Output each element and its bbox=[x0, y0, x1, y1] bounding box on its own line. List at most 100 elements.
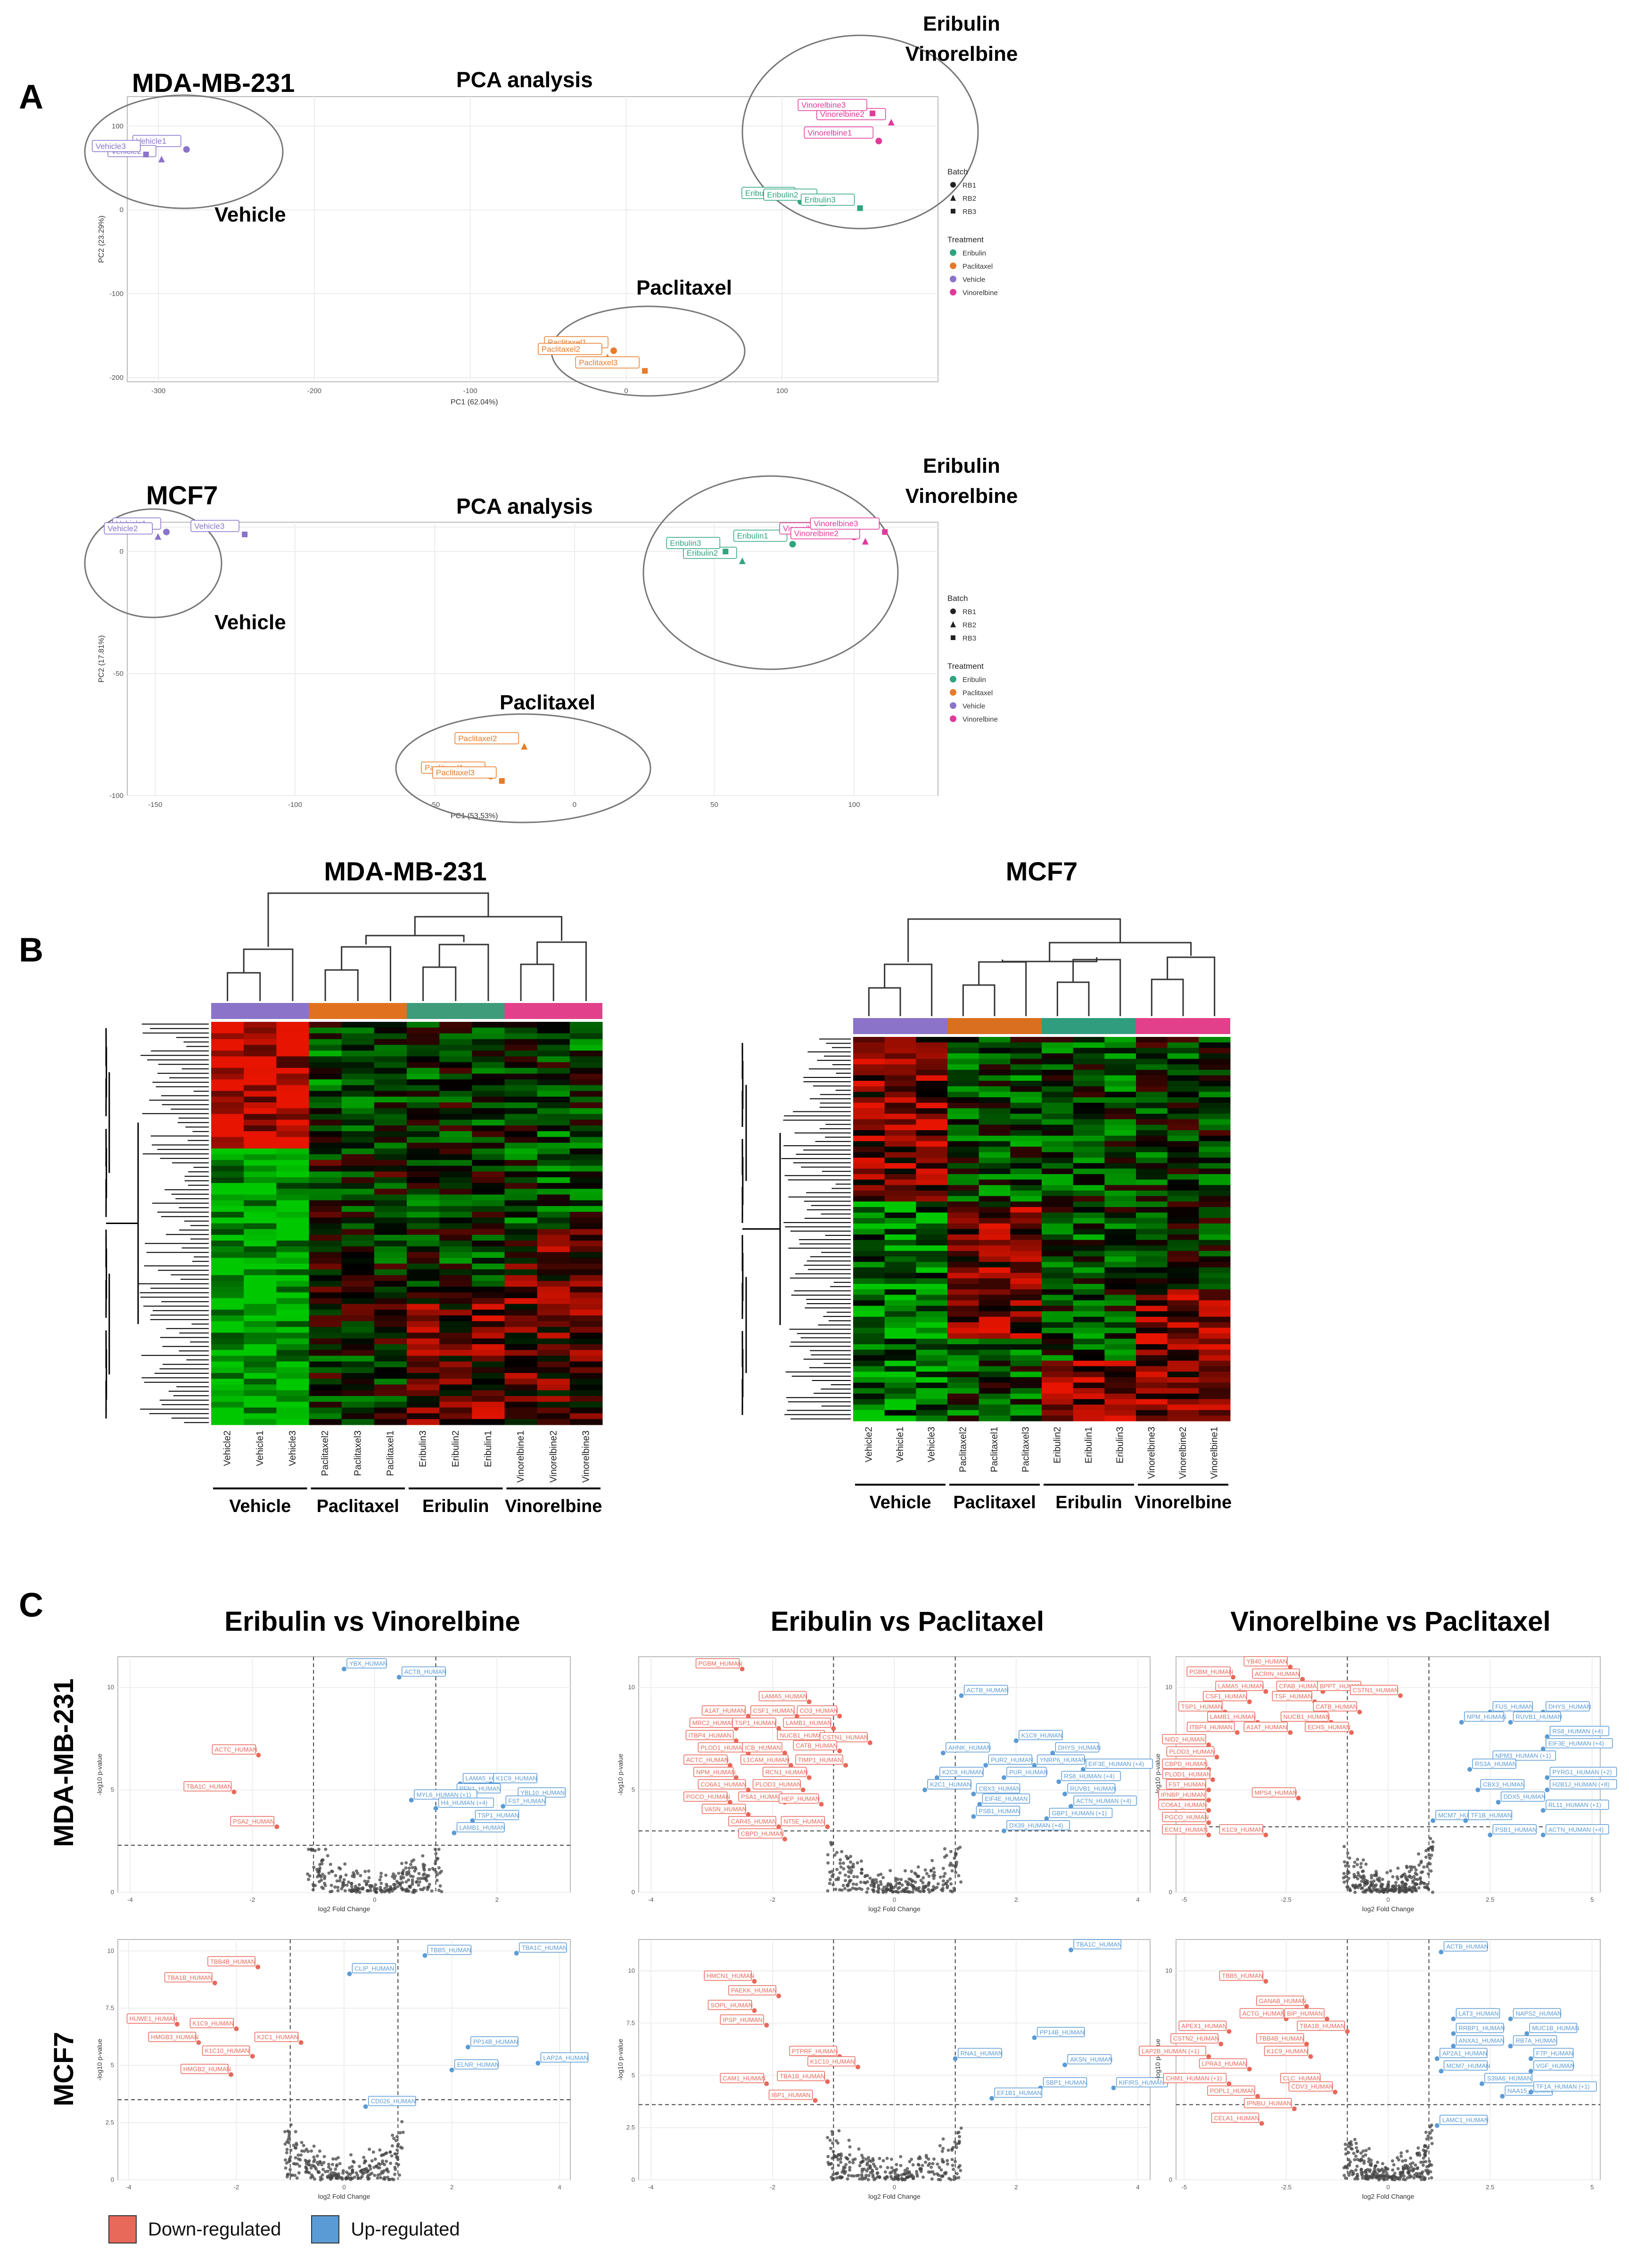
volcano-y-tick-label: 0 bbox=[1169, 1889, 1172, 1896]
heatmap-cell bbox=[439, 1051, 472, 1057]
volcano-significant-point bbox=[1524, 2031, 1530, 2036]
heatmap-cell bbox=[374, 1131, 407, 1137]
heatmap-cell bbox=[1104, 1295, 1136, 1301]
volcano-point bbox=[847, 1875, 851, 1879]
heatmap-cell bbox=[1042, 1289, 1074, 1295]
pca-x-tick-label: -300 bbox=[151, 387, 165, 395]
heatmap-cell bbox=[276, 1217, 309, 1224]
volcano-point bbox=[831, 1883, 835, 1887]
volcano-point bbox=[872, 1884, 876, 1888]
volcano-point bbox=[286, 2129, 290, 2133]
volcano-point bbox=[302, 2144, 305, 2147]
heatmap-cell bbox=[211, 1407, 244, 1414]
pca-legend-label: Vinorelbine bbox=[963, 289, 998, 297]
volcano-label-box bbox=[685, 1730, 734, 1741]
heatmap-cell bbox=[276, 1269, 309, 1275]
heatmap-cell bbox=[472, 1085, 505, 1092]
volcano-point-label: CO6A1_HUMAN bbox=[700, 1781, 747, 1788]
heatmap-cell bbox=[472, 1304, 505, 1310]
heatmap-cell bbox=[276, 1373, 309, 1379]
volcano-point-label: CSTN1_HUMAN bbox=[1353, 1687, 1399, 1694]
heatmap-cell bbox=[1136, 1185, 1168, 1191]
volcano-point bbox=[440, 1890, 444, 1893]
heatmap-cell bbox=[472, 1350, 505, 1356]
volcano-point bbox=[1361, 2176, 1365, 2180]
heatmap-cell bbox=[244, 1332, 277, 1339]
heatmap-cell bbox=[472, 1166, 505, 1172]
heatmap-cell bbox=[853, 1048, 885, 1054]
volcano-point bbox=[283, 2142, 287, 2146]
volcano-point bbox=[1404, 2159, 1407, 2162]
heatmap-cell bbox=[439, 1367, 472, 1373]
volcano-point-label: ACTC_HUMAN bbox=[686, 1756, 729, 1763]
heatmap-cell bbox=[916, 1382, 948, 1389]
volcano-point bbox=[421, 1876, 425, 1880]
heatmap-cell bbox=[1042, 1388, 1074, 1394]
volcano-point bbox=[287, 2137, 290, 2141]
heatmap-cell bbox=[407, 1068, 440, 1074]
heatmap-cell bbox=[1167, 1218, 1199, 1224]
heatmap-cell bbox=[276, 1246, 309, 1253]
heatmap-cell bbox=[884, 1119, 916, 1125]
volcano-significant-point bbox=[727, 1800, 732, 1805]
heatmap-cell bbox=[211, 1033, 244, 1040]
heatmap-cell bbox=[1136, 1333, 1168, 1339]
heatmap-cell bbox=[1104, 1316, 1136, 1323]
heatmap-cell bbox=[884, 1108, 916, 1114]
volcano-point bbox=[954, 1871, 958, 1874]
volcano-point bbox=[321, 2173, 324, 2177]
heatmap-cell bbox=[1199, 1119, 1231, 1125]
heatmap-cell bbox=[979, 1267, 1011, 1274]
heatmap-cell bbox=[276, 1206, 309, 1212]
heatmap-cell bbox=[884, 1114, 916, 1120]
volcano-point bbox=[903, 2169, 907, 2172]
volcano-point bbox=[1353, 2137, 1357, 2141]
heatmap-cell bbox=[407, 1085, 440, 1092]
heatmap-cell bbox=[1167, 1410, 1199, 1416]
heatmap-cell bbox=[1167, 1316, 1199, 1323]
volcano-significant-point bbox=[229, 2072, 233, 2077]
pca-point-label-box bbox=[733, 529, 788, 542]
heatmap-cell bbox=[244, 1056, 277, 1062]
heatmap-cell bbox=[916, 1349, 948, 1356]
heatmap-cell bbox=[439, 1384, 472, 1391]
heatmap-cell bbox=[504, 1275, 538, 1282]
volcano-significant-point bbox=[959, 1693, 964, 1698]
volcano-label-box bbox=[976, 1783, 1020, 1794]
heatmap-cell bbox=[244, 1114, 277, 1120]
heatmap-cell bbox=[504, 1234, 538, 1241]
heatmap-cell bbox=[276, 1402, 309, 1408]
heatmap-cell bbox=[211, 1079, 244, 1085]
heatmap-cell bbox=[1042, 1273, 1074, 1279]
volcano-point bbox=[349, 2176, 353, 2180]
volcano-label-box bbox=[1199, 2058, 1247, 2069]
heatmap-cell bbox=[1042, 1168, 1074, 1175]
heatmap-cell bbox=[853, 1339, 885, 1345]
heatmap-cell bbox=[309, 1189, 342, 1195]
heatmap-cell bbox=[1010, 1102, 1042, 1109]
heatmap-cell bbox=[341, 1246, 375, 1253]
volcano-point bbox=[1419, 1859, 1423, 1863]
volcano-point bbox=[1426, 2169, 1430, 2172]
heatmap-cell bbox=[374, 1166, 407, 1172]
heatmap-cell bbox=[979, 1059, 1011, 1065]
heatmap-cell bbox=[276, 1148, 309, 1155]
volcano-point bbox=[306, 2163, 310, 2167]
heatmap-cell bbox=[1136, 1355, 1168, 1361]
heatmap-cell bbox=[439, 1281, 472, 1287]
volcano-point bbox=[1364, 1862, 1368, 1866]
heatmap-cell bbox=[309, 1246, 342, 1253]
volcano-label-box bbox=[957, 2048, 1002, 2058]
volcano-point bbox=[869, 2171, 872, 2175]
heatmap-cell bbox=[341, 1315, 375, 1322]
heatmap-cell bbox=[472, 1332, 505, 1339]
volcano-point bbox=[404, 1880, 408, 1884]
volcano-point bbox=[834, 2155, 838, 2159]
volcano-point-label: RS8_HUMAN (+4) bbox=[1064, 1773, 1114, 1780]
volcano-label-box bbox=[1239, 2008, 1284, 2019]
volcano-point-label: NUCB1_HUMAN bbox=[1283, 1713, 1330, 1720]
volcano-significant-point bbox=[746, 1812, 751, 1817]
volcano-point bbox=[1374, 1870, 1378, 1874]
heatmap-cell bbox=[244, 1234, 277, 1241]
volcano-label-box bbox=[738, 1828, 782, 1839]
